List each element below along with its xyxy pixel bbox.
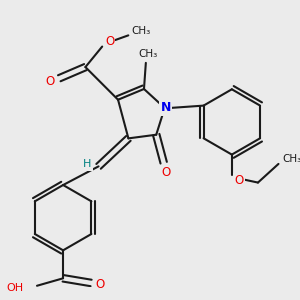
Text: N: N <box>160 101 171 114</box>
Text: O: O <box>96 278 105 291</box>
Text: O: O <box>45 75 55 88</box>
Text: O: O <box>105 35 114 48</box>
Text: CH₃: CH₃ <box>138 49 157 58</box>
Text: CH₃: CH₃ <box>282 154 300 164</box>
Text: H: H <box>83 160 92 170</box>
Text: O: O <box>161 167 170 179</box>
Text: CH₃: CH₃ <box>132 26 151 36</box>
Text: OH: OH <box>7 283 24 292</box>
Text: O: O <box>235 174 244 187</box>
